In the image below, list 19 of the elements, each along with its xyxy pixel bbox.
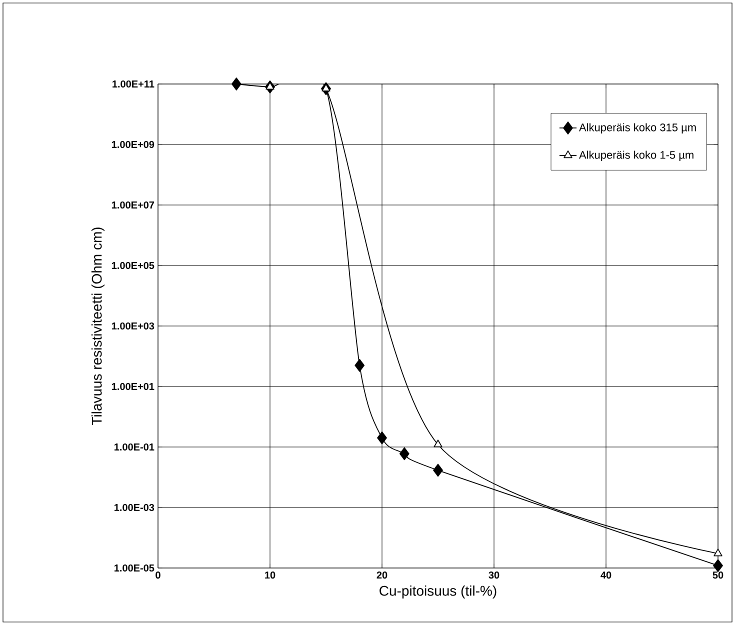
x-tick-label: 30 [488,572,500,579]
y-tick-label: 1.00E-03 [114,504,154,512]
x-tick-label: 0 [156,572,160,579]
legend-label: Alkuperäis koko 1-5 µm [579,150,694,161]
x-axis-title: Cu-pitoisuus (til-%) [380,585,496,599]
y-tick-label: 1.00E+09 [112,140,154,148]
y-tick-label: 1.00E+03 [112,322,154,330]
y-tick-label: 1.00E+11 [112,80,154,88]
x-tick-label: 40 [600,572,612,579]
y-tick-label: 1.00E-05 [114,564,154,572]
x-tick-label: 50 [712,572,724,579]
x-tick-label: 20 [376,572,388,579]
x-tick-label: 10 [265,572,276,579]
y-axis-title: Tilavuus resistiviteetti (Ohm cm) [91,228,105,425]
y-tick-label: 1.00E+07 [112,201,154,209]
y-tick-label: 1.00E+05 [112,262,154,270]
y-tick-label: 1.00E-01 [114,443,154,451]
legend-label: Alkuperäis koko 315 µm [579,123,696,134]
y-tick-label: 1.00E+01 [112,382,154,390]
